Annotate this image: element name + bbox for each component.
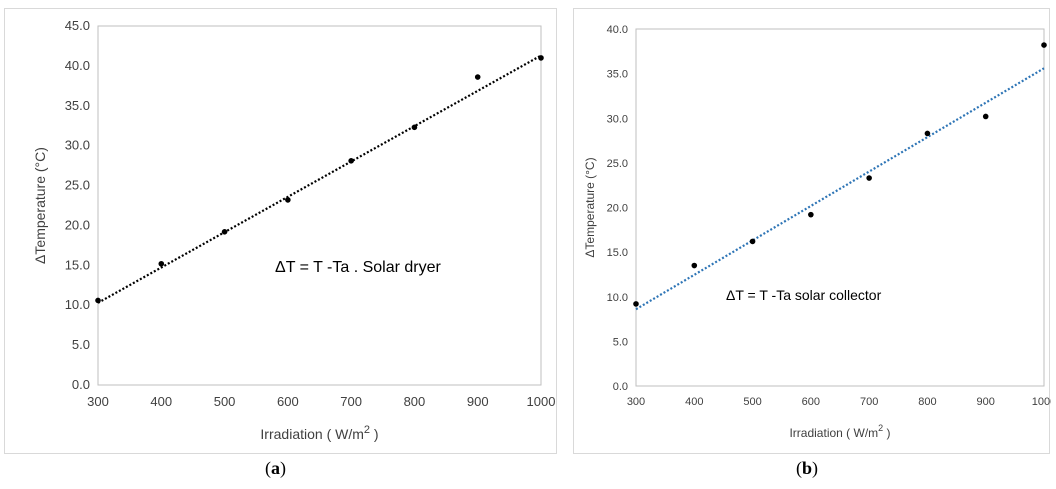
chart-b-y-tick-label: 40.0: [607, 24, 628, 36]
chart-b-x-tick-label: 900: [977, 396, 995, 408]
chart-b-x-tick-label: 400: [685, 396, 703, 408]
chart-a-x-tick-label: 1000: [527, 394, 556, 409]
caption-b-letter: b: [802, 458, 813, 478]
chart-a-data-point: [538, 55, 544, 61]
chart-a-x-tick-label: 500: [214, 394, 236, 409]
chart-a-svg: 0.0 5.0 10.0 15.0 20.0 25.0 30.0 35.0 40.0 45.0 30…: [32, 18, 556, 442]
chart-a-x-tick-label: 800: [404, 394, 426, 409]
chart-b-y-tick-label: 5.0: [613, 336, 628, 348]
chart-a-plot-area: [97, 25, 542, 386]
chart-b-x-axis-title: Irradiation ( W/m2 ): [789, 423, 890, 440]
chart-b-y-axis-title: ΔTemperature (°C): [583, 157, 597, 257]
chart-a-data-point: [411, 124, 418, 131]
chart-b-data-point: [633, 301, 639, 307]
chart-panel-a: 0.0 5.0 10.0 15.0 20.0 25.0 30.0 35.0 40.0 45.0 30…: [4, 8, 557, 454]
chart-a-data-point: [348, 158, 354, 164]
chart-a-y-tick-label: 25.0: [65, 178, 90, 193]
chart-a-y-tick-label: 45.0: [65, 18, 90, 33]
chart-a-y-tick-label: 15.0: [65, 257, 90, 272]
chart-b-data-point: [749, 238, 756, 245]
chart-a-x-tick-label: 300: [87, 394, 109, 409]
chart-b-y-tick-label: 10.0: [607, 292, 628, 304]
chart-a-y-tick-label: 35.0: [65, 98, 90, 113]
chart-a-data-point: [158, 260, 165, 267]
chart-b-y-tick-label: 35.0: [607, 69, 628, 81]
chart-panel-b: 0.0 5.0 10.0 15.0 20.0 25.0 30.0 35.0 40.0 300 400…: [573, 8, 1056, 454]
chart-b-x-tick-label: 600: [802, 396, 820, 408]
chart-a-x-tick-label: 900: [467, 394, 489, 409]
chart-b-y-tick-label: 20.0: [607, 203, 628, 215]
chart-b-data-point: [1041, 42, 1047, 48]
caption-a-letter: a: [271, 458, 280, 478]
chart-b-y-tick-label: 30.0: [607, 113, 628, 125]
chart-a-equation-annotation: ΔT = T -Ta . Solar dryer: [275, 259, 442, 276]
chart-b-x-tick-label: 800: [918, 396, 936, 408]
chart-a-x-axis-title: Irradiation ( W/m2 ): [260, 424, 378, 442]
chart-b-plot-area: [635, 28, 1045, 387]
chart-a-data-point: [285, 197, 291, 203]
chart-a-data-point: [95, 297, 101, 304]
chart-b-data-point: [691, 262, 698, 269]
chart-a-trendline: [97, 54, 542, 304]
caption-a: (a): [265, 458, 286, 478]
chart-a-y-tick-label: 30.0: [65, 138, 90, 153]
chart-a-x-tick-label: 700: [340, 394, 362, 409]
chart-b-x-tick-label: 1000: [1032, 396, 1051, 408]
chart-b-x-tick-label: 300: [627, 396, 645, 408]
chart-a-data-point: [474, 74, 481, 80]
caption-b: (b): [796, 458, 819, 478]
chart-b-data-point: [924, 130, 931, 137]
chart-a-data-point: [221, 229, 228, 235]
chart-b-data-point: [866, 175, 872, 181]
chart-b-x-tick-label: 500: [743, 396, 761, 408]
chart-b-y-tick-label: 15.0: [607, 247, 628, 259]
chart-b-y-tick-label: 0.0: [613, 381, 628, 393]
chart-b-svg: 0.0 5.0 10.0 15.0 20.0 25.0 30.0 35.0 40.0 300 400…: [583, 24, 1056, 440]
chart-b-x-tick-label: 700: [860, 396, 878, 408]
chart-a-y-tick-label: 5.0: [72, 337, 90, 352]
chart-a-y-axis-title: ΔTemperature (°C): [32, 147, 48, 264]
chart-b-y-tick-label: 25.0: [607, 158, 628, 170]
chart-b-data-point: [808, 211, 814, 218]
chart-a-x-tick-label: 400: [150, 394, 172, 409]
chart-b-data-point: [982, 113, 989, 120]
chart-a-y-tick-label: 10.0: [65, 297, 90, 312]
chart-a-y-tick-label: 40.0: [65, 58, 90, 73]
chart-a-y-tick-label: 20.0: [65, 217, 90, 232]
chart-b-trendline: [635, 67, 1045, 311]
chart-a-x-tick-label: 600: [277, 394, 299, 409]
chart-a-y-tick-label: 0.0: [72, 377, 90, 392]
chart-b-equation-annotation: ΔT = T -Ta solar collector: [726, 287, 882, 303]
